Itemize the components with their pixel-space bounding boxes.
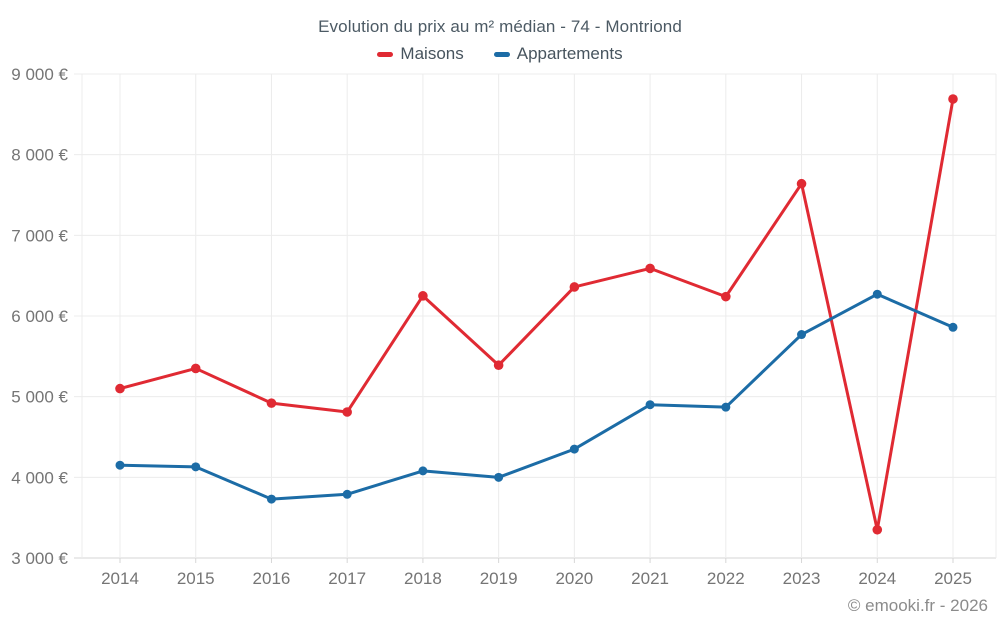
data-point-appartements-2023[interactable]: [797, 330, 807, 340]
data-point-appartements-2022[interactable]: [721, 402, 731, 412]
y-axis-tick-label-8000: 8 000 €: [11, 146, 68, 165]
y-axis-tick-label-7000: 7 000 €: [11, 226, 68, 245]
data-point-appartements-2014[interactable]: [115, 460, 125, 470]
x-axis-tick-label-2017: 2017: [328, 569, 366, 588]
data-point-appartements-2017[interactable]: [342, 489, 352, 499]
legend-swatch-maisons: [377, 51, 394, 57]
data-point-appartements-2019[interactable]: [494, 472, 504, 482]
chart-legend: Maisons Appartements: [0, 44, 1000, 64]
data-point-maisons-2023[interactable]: [796, 178, 807, 189]
legend-item-appartements[interactable]: Appartements: [493, 44, 623, 64]
x-axis-tick-label-2015: 2015: [177, 569, 215, 588]
series-line-maisons: [118, 97, 955, 532]
data-point-appartements-2025[interactable]: [948, 322, 958, 332]
data-point-maisons-2024[interactable]: [872, 524, 883, 535]
y-axis-tick-label-3000: 3 000 €: [11, 549, 68, 568]
x-axis-tick-label-2019: 2019: [480, 569, 518, 588]
x-axis-tick-label-2016: 2016: [253, 569, 291, 588]
x-axis-tick-label-2018: 2018: [404, 569, 442, 588]
data-point-appartements-2016[interactable]: [266, 494, 276, 504]
data-point-maisons-2019[interactable]: [493, 360, 504, 371]
data-point-maisons-2015[interactable]: [190, 363, 201, 374]
data-point-maisons-2020[interactable]: [569, 282, 580, 292]
x-axis-tick-label-2022: 2022: [707, 569, 745, 588]
legend-item-maisons[interactable]: Maisons: [377, 44, 464, 64]
data-point-appartements-2018[interactable]: [418, 466, 428, 476]
data-point-appartements-2024[interactable]: [872, 289, 882, 299]
data-point-maisons-2018[interactable]: [418, 291, 428, 301]
x-axis-tick-label-2023: 2023: [783, 569, 821, 588]
data-point-maisons-2025[interactable]: [948, 94, 958, 104]
data-point-appartements-2020[interactable]: [569, 444, 579, 454]
y-axis-tick-label-6000: 6 000 €: [11, 307, 68, 326]
y-axis-tick-label-4000: 4 000 €: [11, 468, 68, 487]
x-axis-tick-label-2021: 2021: [631, 569, 669, 588]
x-axis-tick-label-2025: 2025: [934, 569, 972, 588]
x-axis-tick-label-2014: 2014: [101, 569, 139, 588]
legend-label-maisons: Maisons: [400, 44, 464, 63]
data-point-maisons-2022[interactable]: [721, 291, 731, 302]
chart-title: Evolution du prix au m² médian - 74 - Mo…: [318, 17, 682, 36]
data-point-appartements-2015[interactable]: [191, 462, 201, 472]
series-line-appartements: [118, 292, 955, 501]
legend-label-appartements: Appartements: [516, 44, 623, 63]
y-axis-tick-label-9000: 9 000 €: [11, 65, 68, 84]
data-point-maisons-2021[interactable]: [645, 263, 655, 274]
data-point-maisons-2014[interactable]: [115, 383, 125, 394]
chart-footer-credit: © emooki.fr - 2026: [847, 596, 988, 615]
data-point-maisons-2016[interactable]: [266, 398, 277, 408]
legend-swatch-appartements: [493, 51, 510, 57]
data-point-appartements-2021[interactable]: [645, 400, 655, 410]
y-axis-tick-label-5000: 5 000 €: [11, 388, 68, 407]
data-point-maisons-2017[interactable]: [342, 407, 352, 417]
x-axis-tick-label-2024: 2024: [858, 569, 896, 588]
x-axis-tick-label-2020: 2020: [555, 569, 593, 588]
